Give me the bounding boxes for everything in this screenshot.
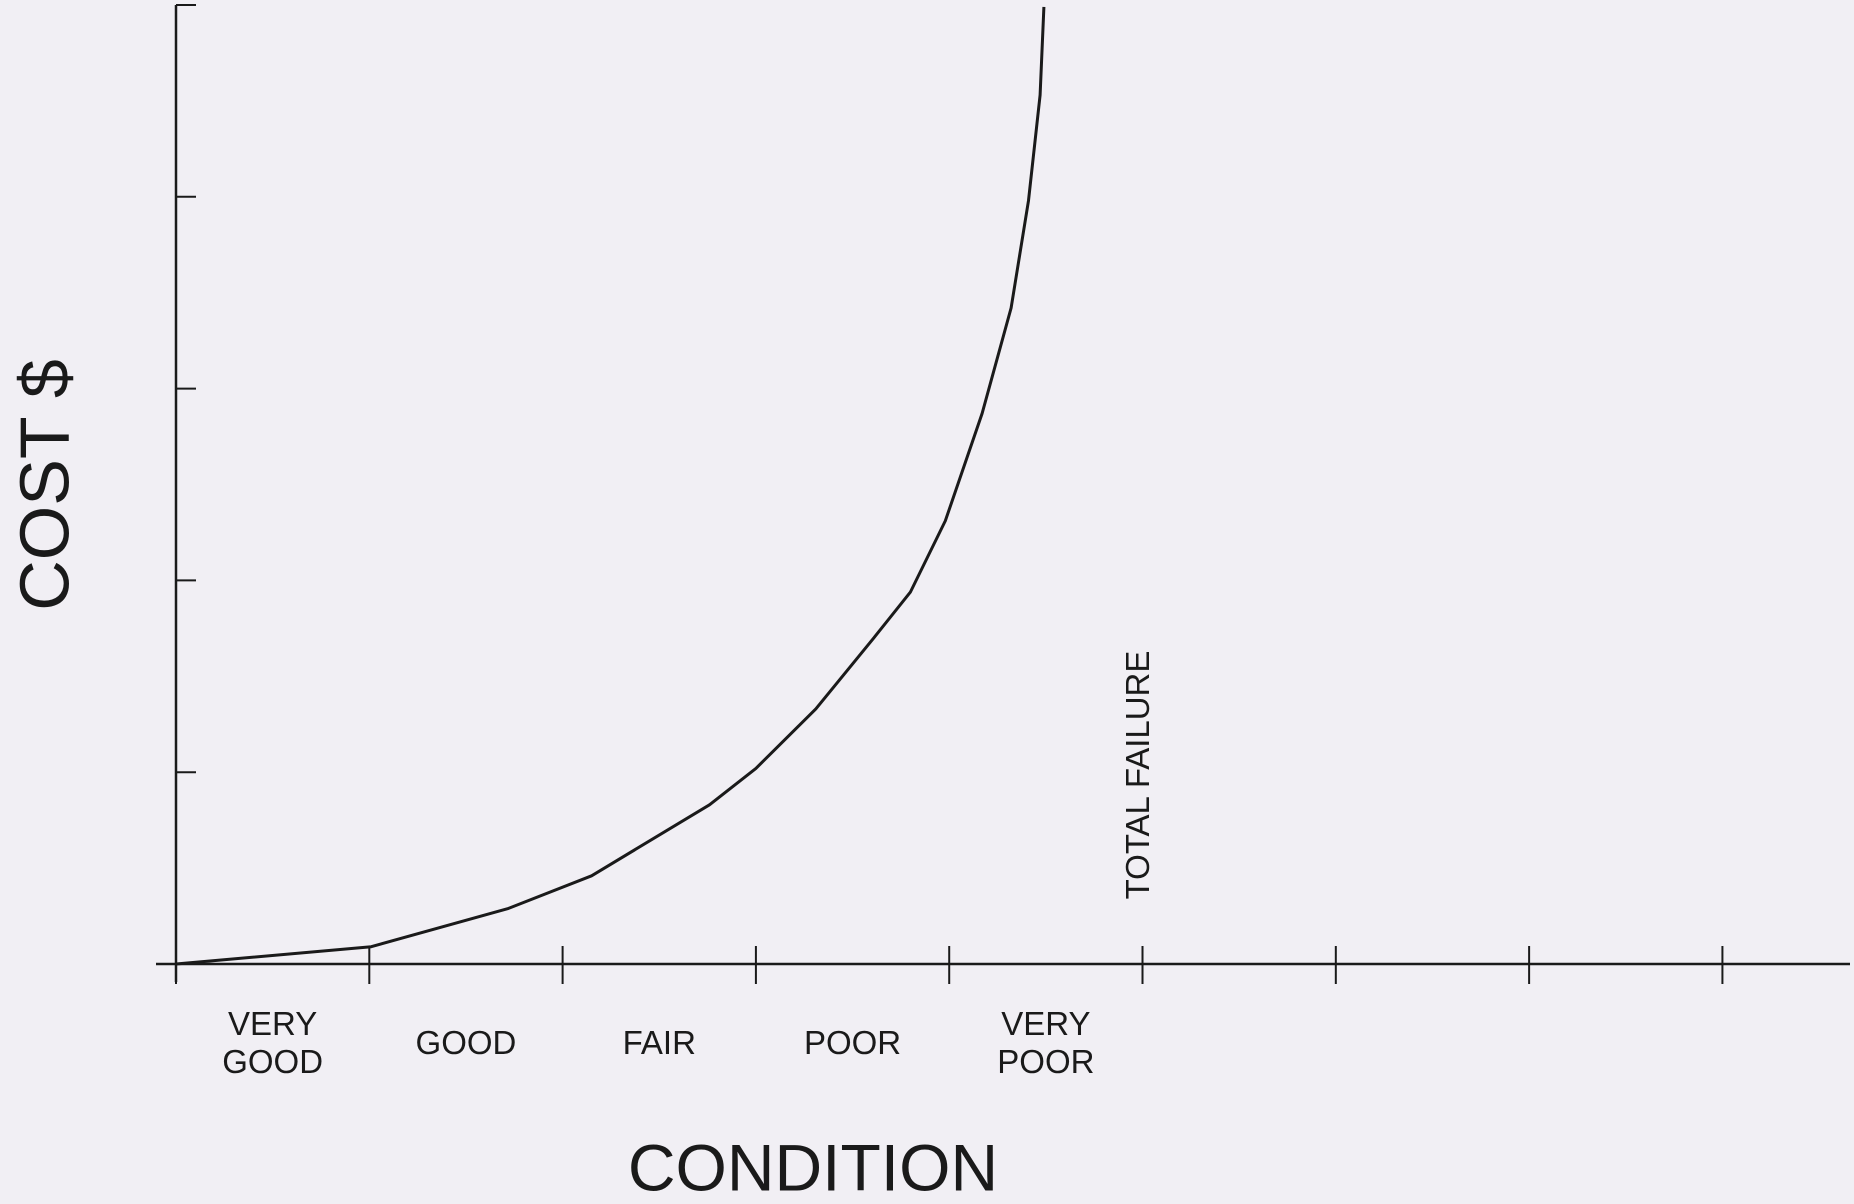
category-label: GOOD (415, 1024, 517, 1061)
x-axis-label: CONDITION (628, 1130, 998, 1204)
category-label: POOR (803, 1024, 902, 1061)
annotation: TOTAL FAILURE (1119, 651, 1156, 900)
cost-curve (175, 6, 1046, 966)
y-axis-label: COST $ (5, 359, 83, 611)
category-label: VERY POOR (997, 1005, 1095, 1080)
category-label: VERY GOOD (222, 1005, 324, 1080)
category-label: FAIR (622, 1024, 696, 1061)
